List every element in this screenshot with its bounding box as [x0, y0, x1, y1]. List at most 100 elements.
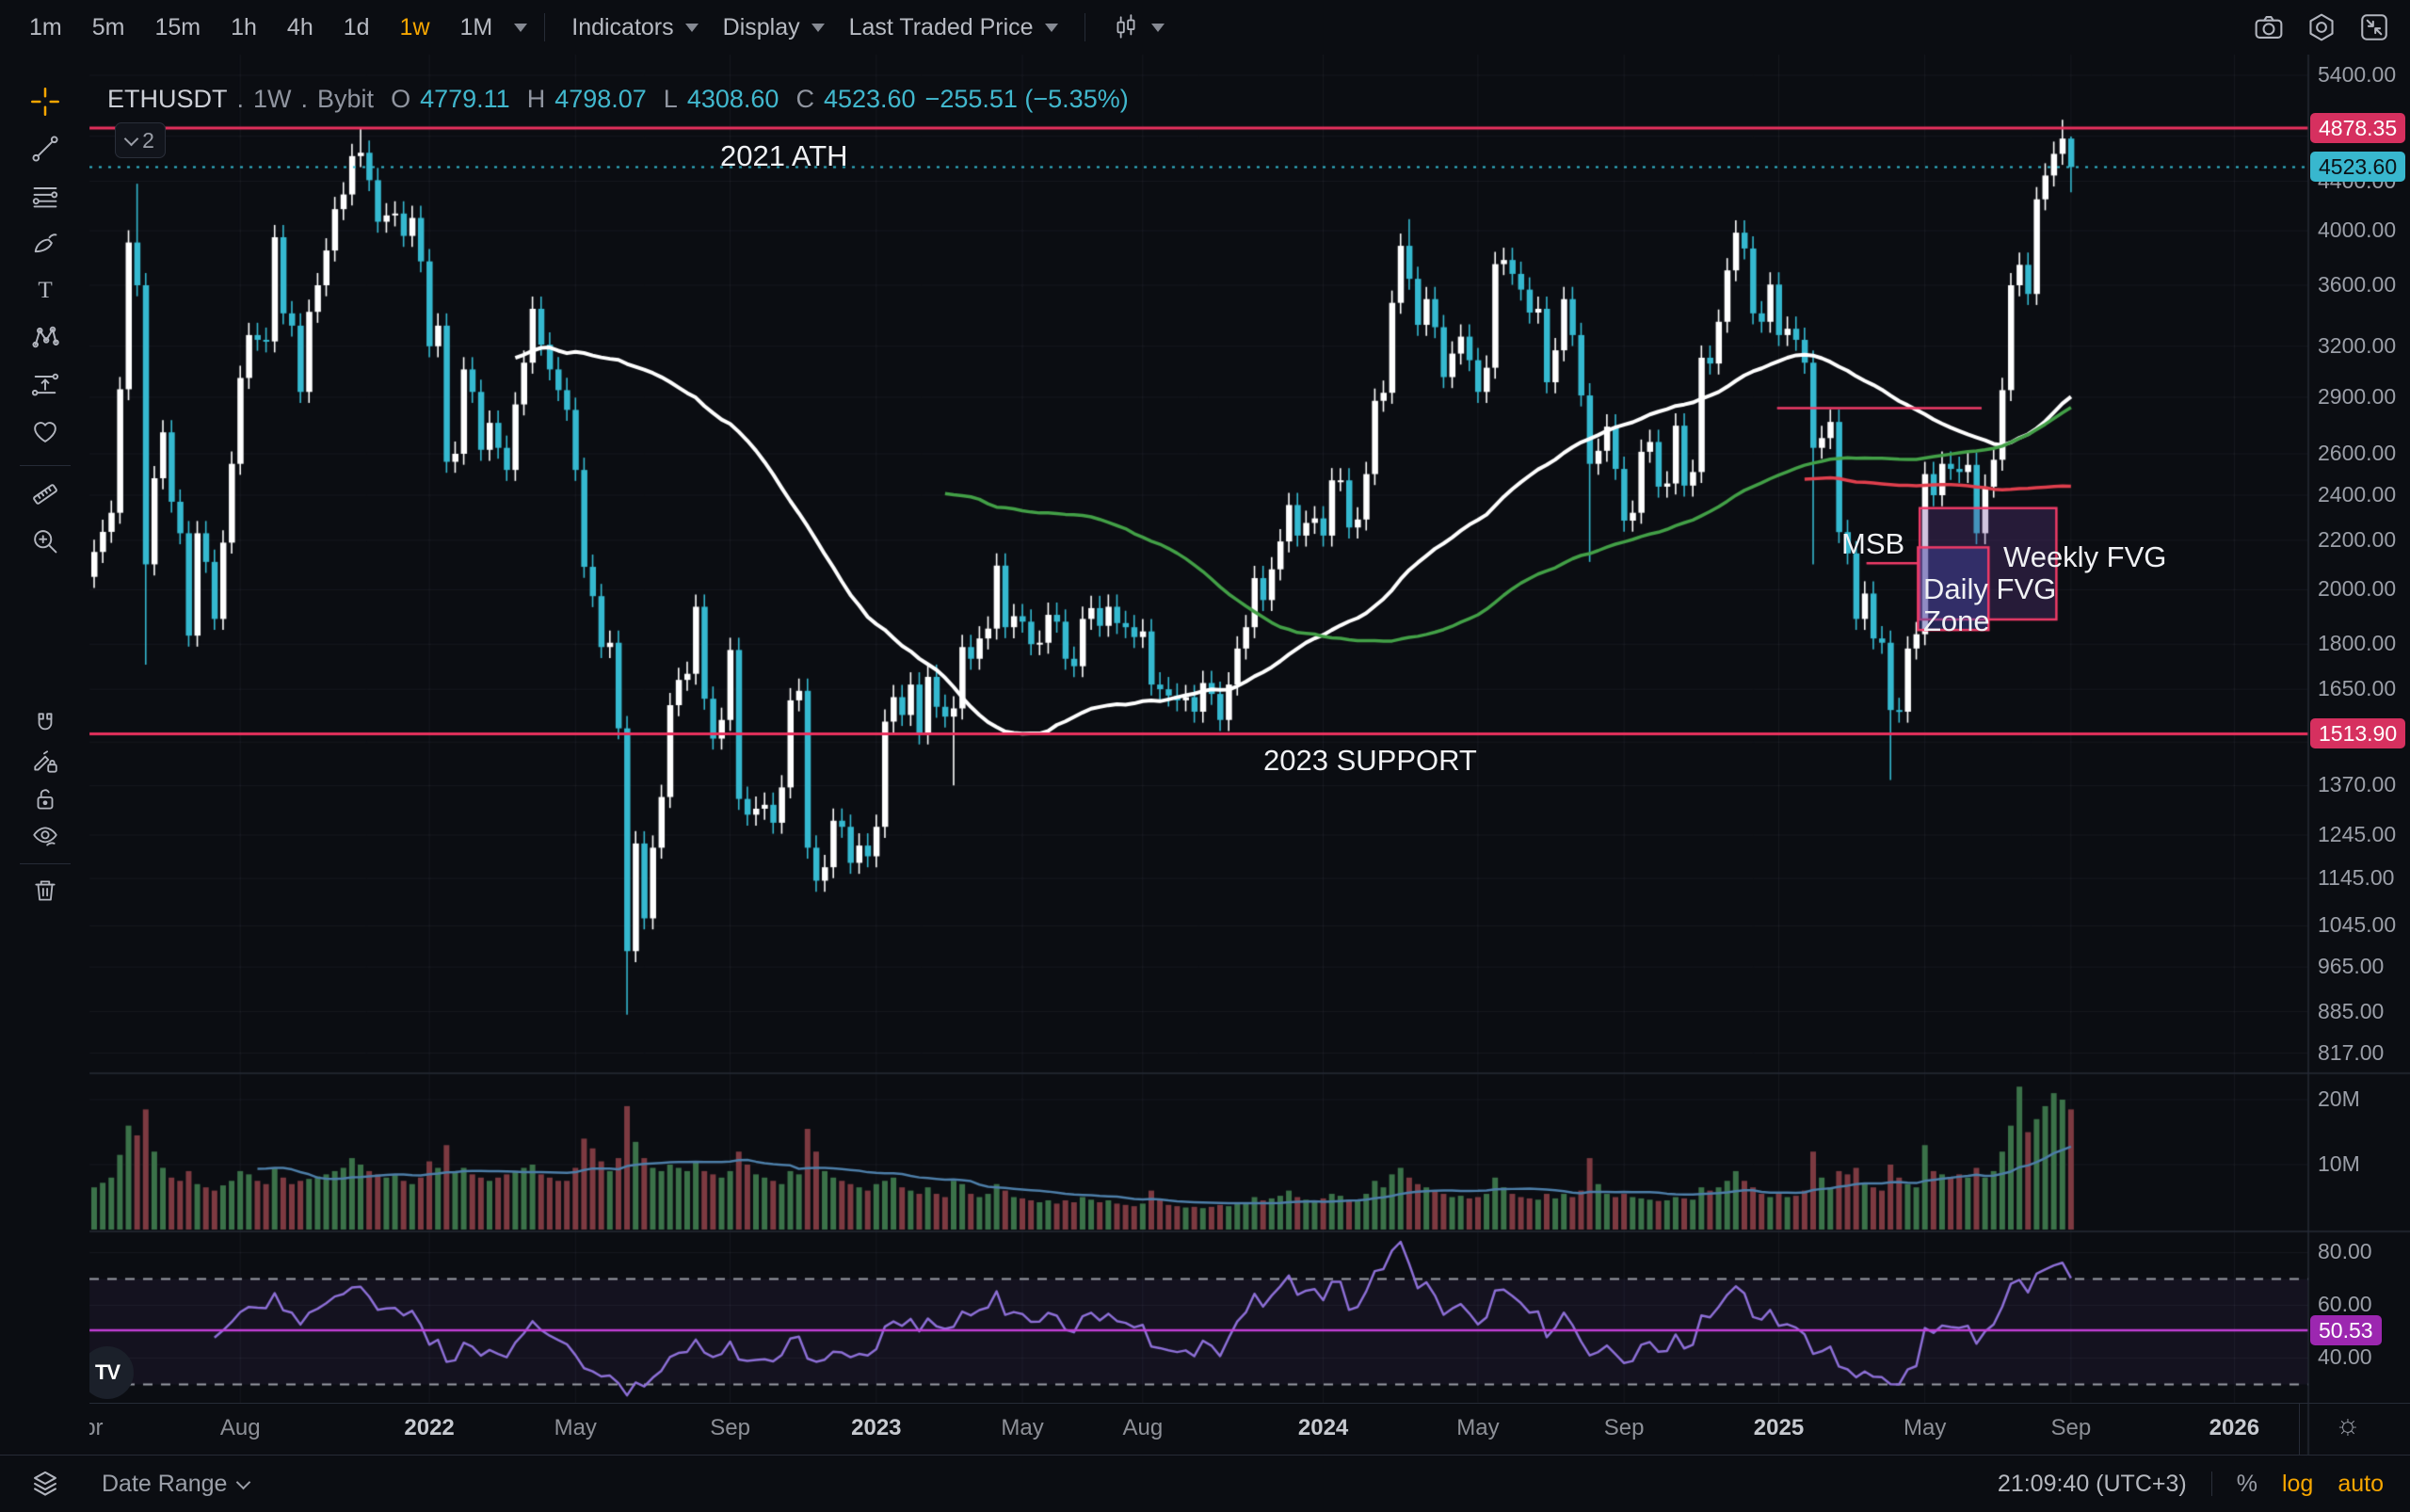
crosshair-tool[interactable]	[24, 81, 66, 122]
display-menu[interactable]: Display	[714, 8, 834, 47]
time-tick: May	[1904, 1415, 1947, 1440]
bottom-bar: Date Range 21:09:40 (UTC+3) % log auto	[0, 1455, 2410, 1512]
timeframe-4h[interactable]: 4h	[286, 13, 313, 40]
projection-tool[interactable]	[24, 363, 66, 405]
text-tool[interactable]: T	[24, 269, 66, 311]
trend-line-tool[interactable]	[24, 128, 66, 169]
timeframe-15m[interactable]: 15m	[154, 13, 201, 40]
support-line-label[interactable]: 2023 SUPPORT	[1263, 744, 1477, 777]
close-label: C	[795, 85, 814, 113]
msb-label[interactable]: MSB	[1841, 527, 1905, 560]
object-tree-button[interactable]	[26, 1465, 64, 1503]
toolbar-divider	[544, 13, 546, 41]
ath-price-badge: 4878.35	[2310, 112, 2406, 143]
bottom-bar-divider	[2210, 1472, 2212, 1496]
time-tick: 2023	[851, 1415, 902, 1440]
toolbar-divider	[1084, 13, 1085, 41]
remove-drawings[interactable]	[26, 872, 64, 909]
toolbar-divider	[19, 465, 71, 466]
chevron-down-icon	[236, 1474, 251, 1489]
rsi-tick: 80.00	[2318, 1239, 2372, 1264]
brush-icon	[34, 233, 56, 253]
trash-icon	[34, 880, 56, 901]
price-tick: 1045.00	[2318, 912, 2397, 938]
indicators-collapse-chip[interactable]: 2	[115, 122, 166, 158]
timeframe-dropdown-icon[interactable]	[514, 23, 528, 32]
daily-fvg-zone-label[interactable]: Zone	[1923, 604, 1990, 637]
object-tree-icon	[34, 1471, 56, 1496]
volume-tick: 10M	[2318, 1151, 2360, 1176]
price-axis[interactable]: 5400.004800.004400.004000.003600.003200.…	[2308, 0, 2410, 1455]
lock-all-drawings[interactable]	[26, 780, 64, 818]
projection-icon	[31, 373, 58, 396]
daily-fvg-label[interactable]: Daily FVG	[1923, 572, 2057, 605]
sun-icon[interactable]: ☼	[2335, 1409, 2361, 1440]
tradingview-logo[interactable]: TV	[81, 1346, 134, 1399]
settings-button[interactable]	[2303, 8, 2340, 46]
timeframe-5m[interactable]: 5m	[91, 13, 125, 40]
time-axis[interactable]: ☼ AprAug2022MaySep2023MayAug2024MaySep20…	[0, 1403, 2410, 1456]
symbol-name[interactable]: ETHUSDT	[107, 85, 228, 113]
price-tick: 5400.00	[2318, 62, 2397, 87]
screenshot-button[interactable]	[2250, 8, 2288, 46]
rsi-tick: 40.00	[2318, 1344, 2372, 1370]
zoom-in-tool[interactable]	[24, 521, 66, 562]
price-tick: 1145.00	[2318, 865, 2395, 891]
price-tick: 3600.00	[2318, 272, 2397, 297]
chart-style-menu[interactable]	[1102, 8, 1174, 47]
ath-line-label[interactable]: 2021 ATH	[720, 139, 848, 172]
emoji-tool[interactable]	[24, 410, 66, 452]
support-price-badge: 1513.90	[2310, 718, 2406, 749]
symbol-legend[interactable]: ETHUSDT . 1W . Bybit O 4779.11 H 4798.07 L…	[107, 85, 1129, 113]
weekly-fvg-label[interactable]: Weekly FVG	[2003, 540, 2167, 573]
fib-retracement-tool[interactable]	[24, 175, 66, 217]
open-label: O	[391, 85, 411, 113]
top-toolbar: 1m 5m 15m 1h 4h 1d 1w 1M Indicators Disp…	[0, 0, 2410, 55]
price-tick: 817.00	[2318, 1039, 2385, 1065]
measure-tool[interactable]	[24, 474, 66, 515]
close-value: 4523.60	[823, 85, 916, 113]
time-tick: May	[1456, 1415, 1500, 1440]
price-tick: 2000.00	[2318, 576, 2397, 602]
chevron-down-icon	[123, 131, 139, 146]
camera-icon	[2255, 16, 2283, 39]
toolbar-divider	[19, 863, 71, 864]
time-tick: Sep	[1603, 1415, 1645, 1440]
hide-drawings-toggle[interactable]	[26, 818, 64, 856]
date-range-menu[interactable]: Date Range	[102, 1471, 251, 1498]
axis-divider	[2299, 1404, 2300, 1456]
fib-retracement-icon	[32, 187, 57, 208]
text-icon: T	[38, 278, 52, 303]
time-tick: 2025	[1753, 1415, 1805, 1440]
pattern-tool[interactable]	[24, 316, 66, 358]
drawing-lock-toggle[interactable]	[26, 743, 64, 780]
timeframe-1w[interactable]: 1w	[399, 13, 430, 40]
zoom-in-icon	[33, 530, 56, 554]
percent-scale-toggle[interactable]: %	[2236, 1470, 2257, 1497]
trend-line-icon	[31, 136, 58, 162]
brush-tool[interactable]	[24, 222, 66, 264]
price-tick: 2900.00	[2318, 383, 2397, 409]
indicators-menu[interactable]: Indicators	[562, 8, 707, 47]
symbol-interval[interactable]: 1W	[253, 85, 292, 113]
log-scale-toggle[interactable]: log	[2281, 1470, 2314, 1497]
clock[interactable]: 21:09:40 (UTC+3)	[1997, 1470, 2187, 1497]
candle-style-icon	[1117, 14, 1135, 39]
volume-tick: 20M	[2318, 1086, 2360, 1111]
fullscreen-button[interactable]	[2355, 8, 2393, 46]
timeframe-1M[interactable]: 1M	[459, 13, 493, 40]
price-tick: 2600.00	[2318, 440, 2397, 465]
price-mode-menu[interactable]: Last Traded Price	[840, 8, 1068, 47]
price-tick: 1370.00	[2318, 772, 2397, 797]
low-value: 4308.60	[686, 85, 779, 113]
change-value: −255.51 (−5.35%)	[924, 85, 1129, 113]
timeframe-1d[interactable]: 1d	[343, 13, 370, 40]
timeframe-1h[interactable]: 1h	[231, 13, 257, 40]
auto-scale-toggle[interactable]: auto	[2338, 1470, 2384, 1497]
indicator-count: 2	[142, 127, 154, 153]
price-tick: 1800.00	[2318, 631, 2397, 656]
crosshair-icon	[30, 88, 59, 116]
timeframe-1m[interactable]: 1m	[29, 13, 62, 40]
magnet-mode[interactable]	[26, 705, 64, 743]
